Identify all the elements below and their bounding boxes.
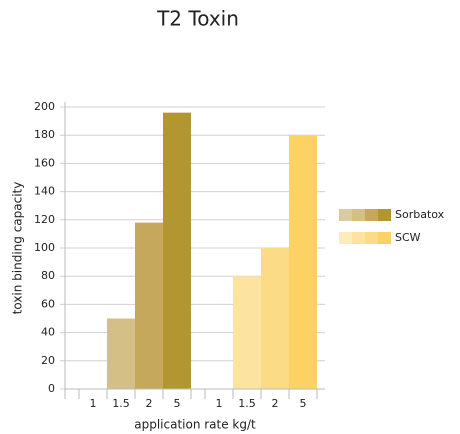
bar [261,248,289,389]
y-tick-label: 80 [41,269,55,282]
legend-swatch [352,232,365,244]
y-tick-label: 120 [34,213,55,226]
x-tick-label: 2 [146,397,153,410]
x-tick-label: 5 [174,397,181,410]
x-axis-title: application rate kg/t [134,418,256,432]
y-tick-label: 40 [41,326,55,339]
legend-swatch [352,209,365,221]
bar [289,135,317,389]
legend-swatch [365,209,378,221]
y-tick-label: 160 [34,156,55,169]
y-tick-label: 140 [34,185,55,198]
bar [135,222,163,389]
y-tick-label: 200 [34,100,55,113]
legend-swatch [339,232,352,244]
bar [107,318,135,389]
legend-label: Sorbatox [395,208,445,221]
x-tick-label: 1 [216,397,223,410]
x-tick-label: 1.5 [112,397,130,410]
y-tick-label: 60 [41,297,55,310]
x-tick-label: 2 [272,397,279,410]
y-tick-label: 20 [41,354,55,367]
legend-swatch [339,209,352,221]
y-axis-title: toxin binding capacity [11,182,25,315]
legend-swatch [365,232,378,244]
x-tick-label: 1.5 [238,397,256,410]
y-tick-label: 0 [48,382,55,395]
legend-label: SCW [395,231,421,244]
chart-title: T2 Toxin [156,7,239,31]
y-tick-label: 180 [34,128,55,141]
legend-swatch [378,209,391,221]
bar [233,276,261,389]
bar [163,112,191,389]
x-tick-label: 5 [300,397,307,410]
legend-swatch [378,232,391,244]
x-tick-label: 1 [90,397,97,410]
y-tick-label: 100 [34,241,55,254]
